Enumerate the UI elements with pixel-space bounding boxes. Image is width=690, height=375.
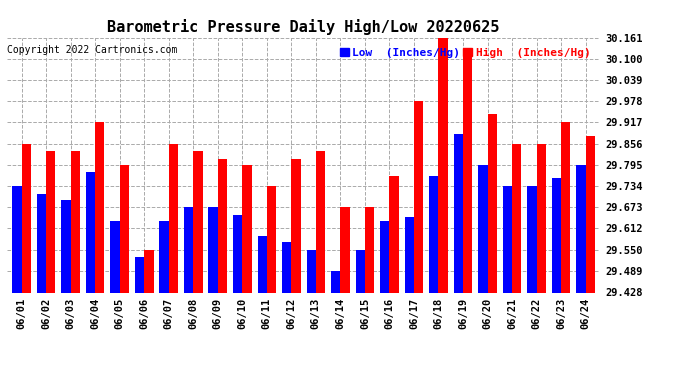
Bar bbox=[95, 122, 104, 292]
Bar bbox=[316, 151, 325, 292]
Bar bbox=[12, 186, 21, 292]
Bar bbox=[512, 144, 522, 292]
Text: Copyright 2022 Cartronics.com: Copyright 2022 Cartronics.com bbox=[7, 45, 177, 55]
Bar bbox=[488, 114, 497, 292]
Bar bbox=[70, 151, 80, 292]
Bar bbox=[184, 207, 193, 292]
Bar bbox=[110, 221, 119, 292]
Bar bbox=[586, 136, 595, 292]
Bar bbox=[233, 215, 242, 292]
Bar bbox=[119, 165, 129, 292]
Bar bbox=[331, 271, 340, 292]
Bar bbox=[86, 172, 95, 292]
Bar bbox=[46, 151, 55, 292]
Bar bbox=[438, 38, 448, 292]
Bar bbox=[242, 165, 252, 292]
Bar bbox=[193, 151, 203, 292]
Bar bbox=[21, 144, 31, 292]
Bar bbox=[503, 186, 512, 292]
Bar bbox=[144, 250, 154, 292]
Bar bbox=[159, 221, 169, 292]
Bar bbox=[552, 178, 561, 292]
Bar bbox=[380, 221, 389, 292]
Bar bbox=[355, 250, 365, 292]
Bar bbox=[282, 242, 291, 292]
Bar bbox=[208, 207, 218, 292]
Legend: Low  (Inches/Hg), High  (Inches/Hg): Low (Inches/Hg), High (Inches/Hg) bbox=[335, 43, 595, 62]
Bar bbox=[340, 207, 350, 292]
Bar bbox=[478, 165, 488, 292]
Bar bbox=[453, 134, 463, 292]
Bar bbox=[561, 122, 571, 292]
Bar bbox=[576, 165, 586, 292]
Bar bbox=[291, 159, 301, 292]
Bar bbox=[463, 51, 472, 292]
Bar bbox=[267, 186, 276, 292]
Bar bbox=[37, 194, 46, 292]
Bar bbox=[257, 236, 267, 292]
Bar bbox=[389, 176, 399, 292]
Bar bbox=[61, 200, 70, 292]
Title: Barometric Pressure Daily High/Low 20220625: Barometric Pressure Daily High/Low 20220… bbox=[108, 19, 500, 35]
Bar bbox=[404, 217, 414, 292]
Bar bbox=[135, 257, 144, 292]
Bar bbox=[306, 250, 316, 292]
Bar bbox=[537, 144, 546, 292]
Bar bbox=[414, 101, 423, 292]
Bar bbox=[527, 186, 537, 292]
Bar bbox=[429, 176, 438, 292]
Bar bbox=[169, 144, 178, 292]
Bar bbox=[218, 159, 227, 292]
Bar bbox=[365, 207, 374, 292]
